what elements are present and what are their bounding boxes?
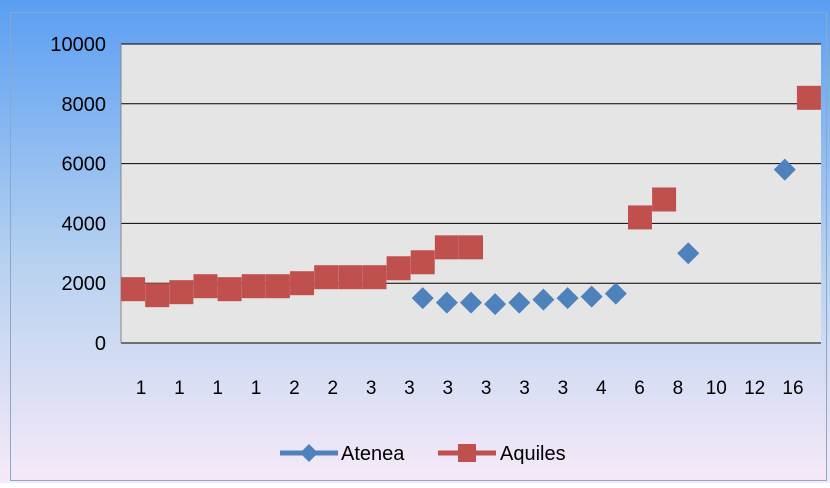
x-tick-label: 3: [443, 378, 454, 399]
aquiles-point: [314, 265, 339, 290]
aquiles-point: [121, 277, 146, 302]
x-axis-ticks: 1 1 1 1 2 2 3 3 3 3 3 3 4 6 8 10 12 16: [136, 378, 804, 399]
aquiles-point: [193, 274, 218, 299]
y-tick-label: 6000: [62, 154, 107, 176]
legend: Atenea Aquiles: [280, 443, 566, 465]
y-tick-label: 4000: [62, 213, 107, 235]
x-tick-label: 8: [673, 378, 684, 399]
aquiles-point: [145, 283, 170, 308]
y-axis-ticks: 0 2000 4000 6000 8000 10000: [50, 34, 106, 355]
legend-label-aquiles: Aquiles: [500, 443, 566, 465]
series-aquiles: [121, 85, 821, 308]
data-marks: [121, 85, 821, 316]
legend-marker-aquiles: [458, 444, 476, 462]
atenea-point: [556, 287, 579, 310]
atenea-point: [460, 291, 482, 314]
atenea-point: [604, 282, 627, 305]
aquiles-point: [169, 280, 194, 305]
aquiles-point: [338, 265, 363, 290]
y-tick-label: 0: [95, 333, 106, 355]
aquiles-point: [217, 277, 242, 302]
aquiles-point: [410, 250, 435, 275]
y-tick-label: 10000: [50, 34, 106, 56]
atenea-point: [411, 287, 434, 310]
atenea-point: [484, 293, 507, 316]
aquiles-point: [265, 274, 290, 299]
x-tick-label: 1: [251, 378, 262, 399]
aquiles-point: [241, 274, 266, 299]
x-tick-label: 2: [289, 378, 300, 399]
y-tick-label: 2000: [62, 273, 107, 295]
y-tick-label: 8000: [62, 94, 107, 116]
aquiles-point: [434, 235, 459, 260]
atenea-point: [508, 291, 531, 314]
aquiles-point: [362, 265, 387, 290]
aquiles-point: [796, 85, 821, 110]
aquiles-point: [652, 187, 677, 212]
x-tick-label: 3: [558, 378, 569, 399]
x-tick-label: 10: [706, 378, 727, 399]
atenea-point: [532, 288, 555, 311]
x-tick-label: 3: [519, 378, 530, 399]
chart-border: [10, 12, 827, 481]
atenea-point: [677, 242, 700, 265]
x-tick-label: 3: [366, 378, 377, 399]
aquiles-point: [290, 271, 315, 296]
x-tick-label: 3: [404, 378, 415, 399]
x-tick-label: 3: [481, 378, 492, 399]
x-tick-label: 2: [327, 378, 338, 399]
x-tick-label: 6: [634, 378, 645, 399]
atenea-point: [580, 285, 603, 308]
x-tick-label: 1: [174, 378, 185, 399]
legend-label-atenea: Atenea: [341, 443, 405, 465]
x-tick-label: 12: [744, 378, 765, 399]
atenea-point: [435, 291, 458, 314]
aquiles-point: [459, 235, 483, 260]
x-tick-label: 1: [136, 378, 147, 399]
x-tick-label: 1: [212, 378, 223, 399]
aquiles-point: [386, 256, 411, 281]
aquiles-point: [627, 205, 652, 230]
x-tick-label: 4: [596, 378, 607, 399]
legend-marker-atenea: [300, 444, 318, 462]
series-atenea: [411, 158, 796, 316]
atenea-point: [773, 158, 796, 181]
x-tick-label: 16: [782, 378, 803, 399]
